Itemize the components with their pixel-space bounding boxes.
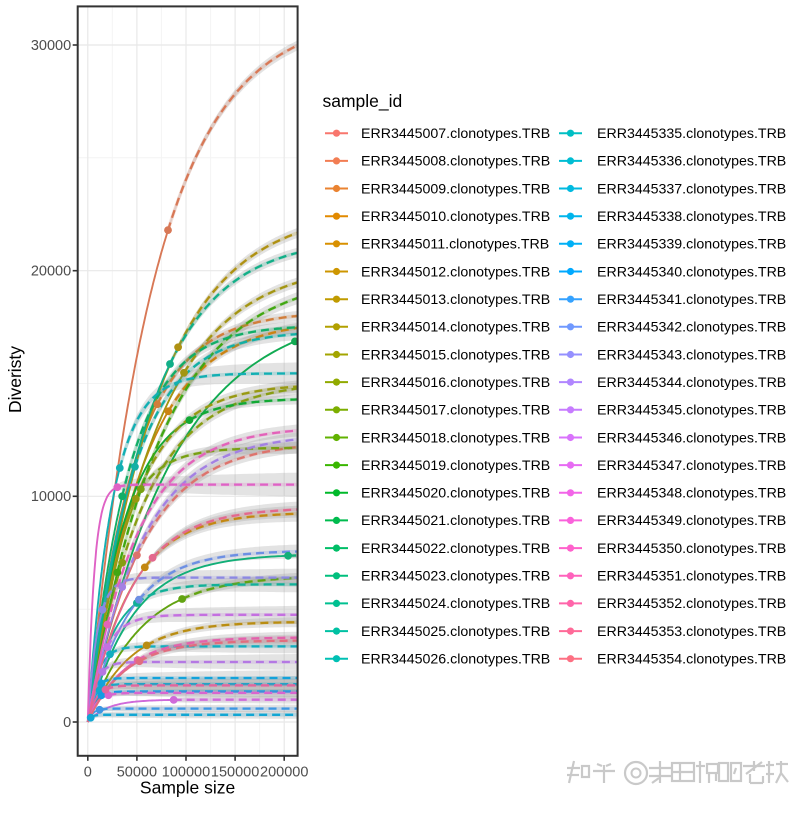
svg-text:ERR3445024.clonotypes.TRB: ERR3445024.clonotypes.TRB xyxy=(361,596,550,612)
svg-text:200000: 200000 xyxy=(260,765,308,781)
svg-text:ERR3445020.clonotypes.TRB: ERR3445020.clonotypes.TRB xyxy=(361,486,550,502)
svg-text:ERR3445341.clonotypes.TRB: ERR3445341.clonotypes.TRB xyxy=(597,292,786,308)
svg-text:ERR3445344.clonotypes.TRB: ERR3445344.clonotypes.TRB xyxy=(597,375,786,391)
svg-text:ERR3445347.clonotypes.TRB: ERR3445347.clonotypes.TRB xyxy=(597,458,786,474)
svg-text:Sample size: Sample size xyxy=(140,778,235,798)
svg-text:ERR3445019.clonotypes.TRB: ERR3445019.clonotypes.TRB xyxy=(361,458,550,474)
svg-text:ERR3445025.clonotypes.TRB: ERR3445025.clonotypes.TRB xyxy=(361,624,550,640)
svg-text:ERR3445348.clonotypes.TRB: ERR3445348.clonotypes.TRB xyxy=(597,486,786,502)
svg-text:ERR3445335.clonotypes.TRB: ERR3445335.clonotypes.TRB xyxy=(597,126,786,142)
svg-text:ERR3445345.clonotypes.TRB: ERR3445345.clonotypes.TRB xyxy=(597,403,786,419)
svg-text:ERR3445352.clonotypes.TRB: ERR3445352.clonotypes.TRB xyxy=(597,596,786,612)
svg-text:ERR3445008.clonotypes.TRB: ERR3445008.clonotypes.TRB xyxy=(361,154,550,170)
svg-text:sample_id: sample_id xyxy=(323,91,403,112)
svg-text:Diveristy: Diveristy xyxy=(5,346,25,413)
svg-text:0: 0 xyxy=(63,715,71,731)
svg-text:ERR3445351.clonotypes.TRB: ERR3445351.clonotypes.TRB xyxy=(597,569,786,585)
svg-text:150000: 150000 xyxy=(211,765,259,781)
svg-text:ERR3445007.clonotypes.TRB: ERR3445007.clonotypes.TRB xyxy=(361,126,550,142)
svg-text:0: 0 xyxy=(84,765,92,781)
svg-text:ERR3445349.clonotypes.TRB: ERR3445349.clonotypes.TRB xyxy=(597,513,786,529)
svg-text:100000: 100000 xyxy=(162,765,210,781)
svg-text:ERR3445339.clonotypes.TRB: ERR3445339.clonotypes.TRB xyxy=(597,237,786,253)
svg-text:30000: 30000 xyxy=(31,38,71,54)
svg-text:ERR3445016.clonotypes.TRB: ERR3445016.clonotypes.TRB xyxy=(361,375,550,391)
svg-text:ERR3445012.clonotypes.TRB: ERR3445012.clonotypes.TRB xyxy=(361,264,550,280)
svg-text:ERR3445009.clonotypes.TRB: ERR3445009.clonotypes.TRB xyxy=(361,181,550,197)
svg-text:ERR3445017.clonotypes.TRB: ERR3445017.clonotypes.TRB xyxy=(361,403,550,419)
svg-text:ERR3445010.clonotypes.TRB: ERR3445010.clonotypes.TRB xyxy=(361,209,550,225)
svg-text:ERR3445021.clonotypes.TRB: ERR3445021.clonotypes.TRB xyxy=(361,513,550,529)
svg-text:ERR3445018.clonotypes.TRB: ERR3445018.clonotypes.TRB xyxy=(361,430,550,446)
svg-text:ERR3445343.clonotypes.TRB: ERR3445343.clonotypes.TRB xyxy=(597,347,786,363)
svg-text:ERR3445336.clonotypes.TRB: ERR3445336.clonotypes.TRB xyxy=(597,154,786,170)
svg-text:ERR3445026.clonotypes.TRB: ERR3445026.clonotypes.TRB xyxy=(361,652,550,668)
svg-text:ERR3445023.clonotypes.TRB: ERR3445023.clonotypes.TRB xyxy=(361,569,550,585)
svg-text:ERR3445354.clonotypes.TRB: ERR3445354.clonotypes.TRB xyxy=(597,652,786,668)
svg-text:ERR3445015.clonotypes.TRB: ERR3445015.clonotypes.TRB xyxy=(361,347,550,363)
svg-text:ERR3445014.clonotypes.TRB: ERR3445014.clonotypes.TRB xyxy=(361,320,550,336)
svg-text:ERR3445342.clonotypes.TRB: ERR3445342.clonotypes.TRB xyxy=(597,320,786,336)
svg-text:ERR3445022.clonotypes.TRB: ERR3445022.clonotypes.TRB xyxy=(361,541,550,557)
svg-text:50000: 50000 xyxy=(117,765,157,781)
svg-text:ERR3445353.clonotypes.TRB: ERR3445353.clonotypes.TRB xyxy=(597,624,786,640)
svg-text:ERR3445011.clonotypes.TRB: ERR3445011.clonotypes.TRB xyxy=(361,237,549,253)
svg-text:20000: 20000 xyxy=(31,264,71,280)
svg-text:ERR3445340.clonotypes.TRB: ERR3445340.clonotypes.TRB xyxy=(597,264,786,280)
svg-text:ERR3445338.clonotypes.TRB: ERR3445338.clonotypes.TRB xyxy=(597,209,786,225)
svg-text:ERR3445350.clonotypes.TRB: ERR3445350.clonotypes.TRB xyxy=(597,541,786,557)
svg-text:ERR3445013.clonotypes.TRB: ERR3445013.clonotypes.TRB xyxy=(361,292,550,308)
svg-text:10000: 10000 xyxy=(31,489,71,505)
svg-text:ERR3445346.clonotypes.TRB: ERR3445346.clonotypes.TRB xyxy=(597,430,786,446)
svg-text:ERR3445337.clonotypes.TRB: ERR3445337.clonotypes.TRB xyxy=(597,181,786,197)
